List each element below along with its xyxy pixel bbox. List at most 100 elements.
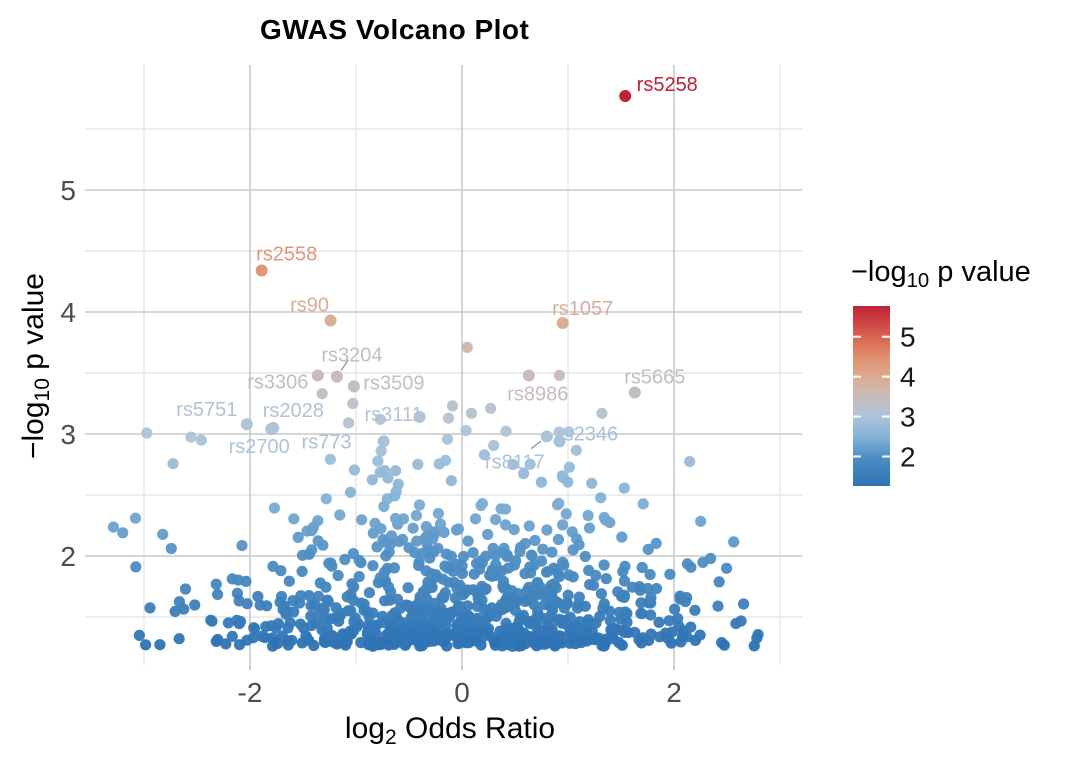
y-axis: 2 3 4 5 −log10 p value [17, 175, 76, 572]
data-point [294, 618, 307, 630]
data-point [675, 636, 687, 648]
x-tick-label: 2 [666, 677, 682, 708]
data-point [375, 638, 387, 651]
data-point [476, 498, 488, 510]
data-point [252, 590, 264, 603]
data-point [484, 630, 496, 642]
snp-point-rs2558 [255, 264, 268, 277]
data-point [441, 433, 454, 445]
data-point [260, 621, 272, 633]
data-point [563, 461, 576, 473]
data-point [619, 606, 631, 618]
data-point [384, 594, 396, 606]
data-point [618, 589, 631, 601]
data-point [140, 639, 152, 651]
data-point [394, 602, 407, 614]
y-tick-label: 4 [60, 297, 76, 328]
data-point [312, 535, 324, 547]
data-point [348, 464, 360, 476]
snp-point-rs3111 [413, 410, 426, 423]
data-point [261, 600, 273, 612]
data-point [425, 578, 437, 590]
data-point [594, 610, 606, 623]
data-point [233, 618, 245, 630]
data-point [316, 388, 328, 400]
data-point [583, 522, 596, 534]
data-point [580, 624, 593, 636]
data-point [618, 482, 630, 494]
data-point [130, 561, 142, 573]
x-axis-title: log2 Odds Ratio [345, 712, 555, 749]
data-point [681, 558, 694, 570]
data-point [557, 556, 569, 568]
data-point [324, 453, 336, 465]
data-point [287, 595, 299, 607]
data-point [535, 476, 548, 488]
data-point [695, 515, 707, 527]
snp-point-rs3509 [347, 380, 360, 393]
snp-label-rs5751: rs5751 [176, 399, 237, 421]
data-point [375, 445, 387, 457]
data-point [563, 426, 575, 438]
snp-point-rs90 [324, 314, 337, 327]
data-point [482, 528, 494, 541]
data-point [462, 616, 474, 629]
data-point [129, 512, 142, 524]
legend-tick-label: 5 [900, 322, 916, 353]
y-axis-title: −log10 p value [17, 273, 54, 459]
data-point [320, 493, 332, 505]
data-point [381, 562, 394, 574]
data-point [523, 616, 535, 628]
data-point [513, 615, 525, 627]
data-point [604, 614, 616, 627]
data-point [607, 633, 620, 645]
data-point [144, 602, 156, 614]
data-point [374, 413, 386, 425]
data-point [458, 550, 470, 563]
data-point [334, 509, 346, 521]
data-point [525, 549, 538, 561]
data-point [489, 639, 501, 651]
data-point [413, 556, 425, 568]
data-point [353, 571, 365, 583]
data-point [343, 417, 355, 429]
data-point [437, 573, 449, 585]
data-point [637, 498, 649, 510]
data-point [296, 565, 308, 578]
data-point [684, 456, 696, 468]
data-point [561, 598, 573, 610]
data-point [220, 638, 232, 650]
data-point [751, 632, 763, 644]
data-point [712, 600, 724, 612]
data-point [275, 565, 287, 577]
data-point [619, 626, 631, 639]
data-point [382, 472, 394, 484]
snp-label-rs773: rs773 [302, 431, 352, 453]
data-point [500, 582, 512, 594]
data-point [685, 621, 697, 633]
data-point [445, 550, 457, 562]
data-point [636, 561, 648, 574]
data-point [381, 493, 393, 505]
data-point [596, 407, 608, 419]
data-point [457, 589, 469, 601]
data-point [663, 615, 675, 627]
data-point [460, 425, 472, 437]
data-point [590, 632, 602, 645]
data-point [548, 638, 560, 650]
data-point [307, 521, 319, 533]
data-point [356, 514, 368, 526]
data-point [154, 639, 166, 651]
snp-point-rs3306 [311, 369, 324, 382]
legend-tick-label: 3 [900, 402, 916, 433]
data-point [542, 566, 554, 578]
data-point [272, 637, 284, 650]
snp-label-rs2700: rs2700 [229, 436, 290, 458]
data-point [210, 578, 222, 590]
data-point [185, 431, 197, 443]
data-point [500, 519, 512, 531]
data-point [523, 520, 535, 532]
data-point [133, 629, 145, 642]
data-point [141, 427, 153, 439]
data-point [570, 444, 582, 456]
